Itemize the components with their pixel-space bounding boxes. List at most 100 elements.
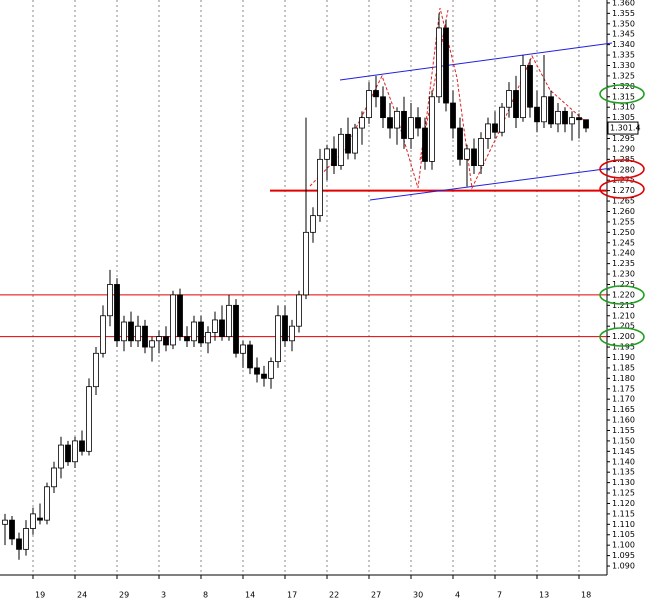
candle-body: [212, 319, 218, 333]
candle-body: [37, 517, 43, 521]
candle-body: [310, 215, 316, 233]
channel-upper: [339, 42, 613, 81]
candle-body: [282, 315, 288, 342]
candle-body: [198, 321, 204, 344]
y-tick-label: 1.245: [612, 238, 635, 247]
candle-body: [450, 102, 456, 129]
candle-body: [387, 117, 393, 129]
candles: [2, 13, 589, 560]
candle-body: [555, 110, 561, 125]
candle-body: [261, 373, 267, 379]
y-tick-label: 1.130: [612, 478, 635, 487]
circle-marker: [599, 285, 645, 305]
y-tick-label: 1.170: [612, 395, 635, 404]
candle-body: [142, 325, 148, 348]
y-tick-label: 1.335: [612, 51, 635, 60]
x-tick-label: 29: [119, 591, 129, 600]
candle-body: [177, 294, 183, 338]
candle-body: [79, 440, 85, 452]
candle-body: [422, 127, 428, 162]
candle-body: [485, 123, 491, 139]
y-tick-label: 1.220: [612, 290, 635, 299]
y-tick-label: 1.330: [612, 61, 635, 70]
y-tick-label: 1.355: [612, 9, 635, 18]
circle-marker: [599, 84, 645, 104]
trendlines: [339, 42, 613, 201]
candle-body: [16, 538, 22, 550]
candle-body: [233, 304, 239, 354]
candle-body: [436, 27, 442, 98]
candle-body: [506, 90, 512, 108]
candle-body: [352, 127, 358, 154]
candle-body: [93, 352, 99, 388]
y-tick-label: 1.125: [612, 489, 635, 498]
candle-body: [170, 294, 176, 346]
candle-body: [184, 336, 190, 342]
candle-body: [562, 110, 568, 125]
y-tick-label: 1.110: [612, 520, 635, 529]
y-tick-label: 1.280: [612, 165, 635, 174]
y-tick-label: 1.155: [612, 426, 635, 435]
candle-body: [65, 444, 71, 463]
candle-body: [527, 65, 533, 108]
y-tick-label: 1.315: [612, 92, 635, 101]
x-tick-label: 24: [77, 591, 87, 600]
y-tick-label: 1.250: [612, 228, 635, 237]
candle-body: [373, 90, 379, 98]
y-tick-label: 1.255: [612, 217, 635, 226]
candle-body: [541, 96, 547, 123]
candle-body: [149, 340, 155, 348]
candle-body: [58, 444, 64, 469]
candle-body: [44, 486, 50, 521]
y-tick-label: 1.230: [612, 270, 635, 279]
y-tick-label: 1.225: [612, 280, 635, 289]
candle-body: [380, 96, 386, 119]
circle-marker: [599, 179, 645, 199]
y-tick-label: 1.340: [612, 40, 635, 49]
candle-body: [499, 106, 505, 133]
candle-body: [359, 117, 365, 129]
candle-body: [86, 386, 92, 452]
y-tick-label: 1.215: [612, 301, 635, 310]
candle-body: [366, 90, 372, 119]
candle-body: [51, 467, 57, 488]
y-tick-label: 1.260: [612, 207, 635, 216]
last-price-label: 1.301.4: [610, 124, 641, 133]
x-tick-label: 4: [455, 591, 460, 600]
candle-body: [520, 65, 526, 119]
y-tick-label: 1.350: [612, 19, 635, 28]
y-tick-label: 1.115: [612, 509, 635, 518]
y-tick-label: 1.320: [612, 82, 635, 91]
candle-body: [394, 110, 400, 129]
y-tick-label: 1.325: [612, 71, 635, 80]
x-tick-label: 27: [371, 591, 381, 600]
candle-body: [478, 138, 484, 166]
candle-body: [219, 319, 225, 338]
y-tick-label: 1.150: [612, 436, 635, 445]
candle-body: [191, 321, 197, 342]
y-tick-label: 1.295: [612, 134, 635, 143]
candle-body: [331, 148, 337, 166]
y-tick-label: 1.290: [612, 144, 635, 153]
candle-body: [240, 344, 246, 354]
candle-body: [548, 96, 554, 125]
y-tick-label: 1.105: [612, 530, 635, 539]
candle-body: [569, 117, 575, 125]
candle-body: [317, 158, 323, 217]
candle-body: [401, 110, 407, 139]
candle-body: [128, 321, 134, 342]
x-tick-label: 22: [329, 591, 339, 600]
candle-body: [415, 117, 421, 129]
candle-body: [345, 133, 351, 154]
y-tick-label: 1.210: [612, 311, 635, 320]
y-tick-label: 1.090: [612, 562, 635, 571]
candle-body: [457, 127, 463, 160]
candle-body: [464, 148, 470, 160]
y-tick-label: 1.190: [612, 353, 635, 362]
y-tick-label: 1.240: [612, 249, 635, 258]
y-tick-label: 1.360: [612, 0, 635, 7]
y-tick-label: 1.185: [612, 363, 635, 372]
y-tick-label: 1.140: [612, 457, 635, 466]
y-tick-label: 1.135: [612, 468, 635, 477]
